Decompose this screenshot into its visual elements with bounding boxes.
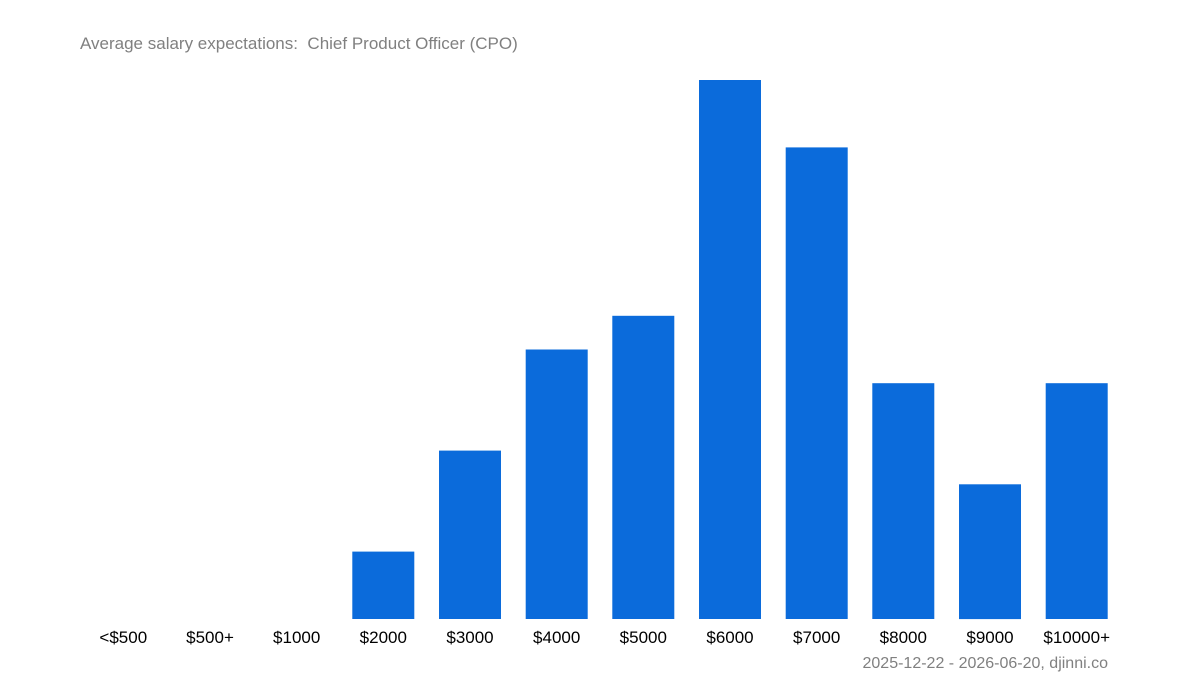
x-tick-label: $1000 bbox=[273, 628, 320, 647]
chart-title: Average salary expectations: Chief Produ… bbox=[80, 34, 518, 53]
x-tick-label: $7000 bbox=[793, 628, 840, 647]
bar-4 bbox=[439, 450, 501, 619]
x-tick-label: $9000 bbox=[966, 628, 1013, 647]
date-range-source-note: 2025-12-22 - 2026-06-20, djinni.co bbox=[862, 655, 1109, 672]
bars-group bbox=[352, 80, 1108, 620]
bar-3 bbox=[352, 551, 415, 619]
x-tick-label: $3000 bbox=[446, 628, 493, 647]
bar-6 bbox=[612, 315, 675, 619]
x-tick-label: <$500 bbox=[99, 628, 147, 647]
x-tick-label: $2000 bbox=[360, 628, 407, 647]
bar-10 bbox=[959, 484, 1021, 620]
bar-9 bbox=[872, 383, 935, 619]
bar-8 bbox=[785, 147, 848, 619]
x-tick-label: $4000 bbox=[533, 628, 580, 647]
x-tick-label: $6000 bbox=[706, 628, 753, 647]
x-tick-label: $10000+ bbox=[1043, 628, 1110, 647]
x-tick-label: $500+ bbox=[186, 628, 234, 647]
bar-11 bbox=[1045, 383, 1108, 619]
x-tick-label: $5000 bbox=[620, 628, 667, 647]
bar-7 bbox=[699, 80, 761, 619]
x-tick-labels: <$500 $500+ $1000 $2000 $3000 $4000 $5000 $6000… bbox=[99, 628, 1110, 647]
bar-5 bbox=[525, 349, 588, 619]
x-tick-label: $8000 bbox=[880, 628, 927, 647]
